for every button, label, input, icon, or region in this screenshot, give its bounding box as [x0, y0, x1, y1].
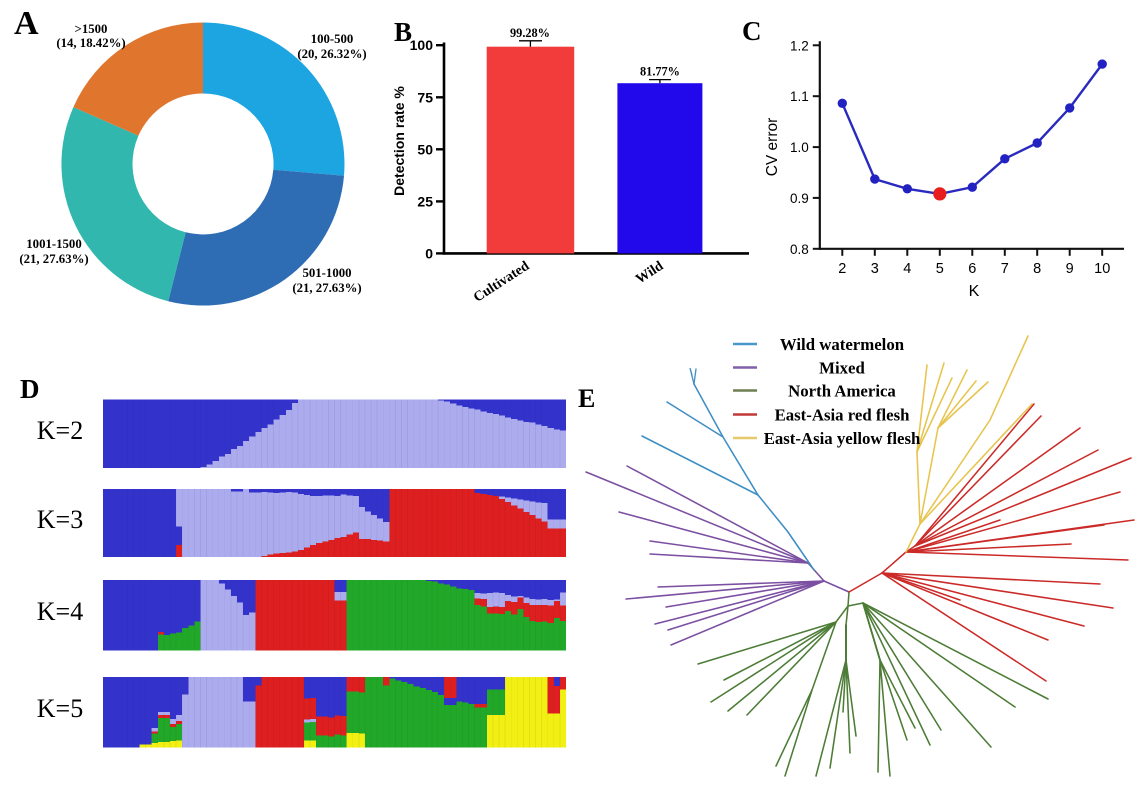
svg-text:100: 100 — [410, 37, 434, 53]
svg-text:K=2: K=2 — [37, 416, 83, 445]
svg-text:C: C — [742, 16, 762, 46]
svg-text:(21, 27.63%): (21, 27.63%) — [292, 281, 361, 295]
svg-text:K=3: K=3 — [37, 505, 83, 534]
svg-text:2: 2 — [838, 261, 846, 277]
svg-text:99.28%: 99.28% — [510, 26, 550, 40]
svg-text:100-500: 100-500 — [311, 32, 354, 46]
svg-text:7: 7 — [1001, 261, 1009, 277]
svg-text:K=5: K=5 — [37, 694, 83, 723]
svg-text:Mixed: Mixed — [819, 359, 865, 378]
svg-text:1.1: 1.1 — [790, 89, 809, 104]
svg-text:K: K — [969, 283, 980, 300]
svg-text:CV error: CV error — [764, 118, 781, 177]
svg-text:B: B — [394, 17, 412, 47]
svg-text:81.77%: 81.77% — [640, 65, 680, 79]
svg-text:0.9: 0.9 — [790, 191, 809, 206]
svg-text:1.0: 1.0 — [790, 140, 809, 155]
svg-text:A: A — [14, 5, 39, 42]
svg-text:75: 75 — [417, 89, 433, 105]
svg-text:E: E — [578, 384, 595, 413]
svg-text:D: D — [20, 374, 40, 404]
svg-text:4: 4 — [903, 261, 911, 277]
svg-text:>1500: >1500 — [75, 22, 108, 36]
svg-text:50: 50 — [417, 141, 433, 157]
svg-text:6: 6 — [968, 261, 976, 277]
svg-text:8: 8 — [1033, 261, 1041, 277]
svg-text:1.2: 1.2 — [790, 38, 809, 53]
svg-text:3: 3 — [871, 261, 879, 277]
svg-text:(14, 18.42%): (14, 18.42%) — [56, 36, 125, 50]
svg-text:Wild watermelon: Wild watermelon — [780, 335, 905, 354]
svg-text:K=4: K=4 — [37, 597, 83, 626]
svg-text:East-Asia red flesh: East-Asia red flesh — [775, 406, 911, 425]
svg-text:(21, 27.63%): (21, 27.63%) — [19, 252, 88, 266]
svg-text:(20, 26.32%): (20, 26.32%) — [297, 47, 366, 61]
svg-text:9: 9 — [1066, 261, 1074, 277]
svg-text:501-1000: 501-1000 — [302, 266, 351, 280]
svg-text:0: 0 — [425, 245, 433, 261]
svg-text:East-Asia yellow flesh: East-Asia yellow flesh — [764, 429, 921, 448]
svg-text:1001-1500: 1001-1500 — [26, 237, 81, 251]
svg-text:North America: North America — [788, 382, 896, 401]
svg-text:25: 25 — [417, 193, 433, 209]
svg-text:10: 10 — [1094, 261, 1110, 277]
svg-text:Detection rate %: Detection rate % — [391, 86, 407, 196]
svg-text:0.8: 0.8 — [790, 242, 809, 257]
svg-text:5: 5 — [936, 261, 944, 277]
